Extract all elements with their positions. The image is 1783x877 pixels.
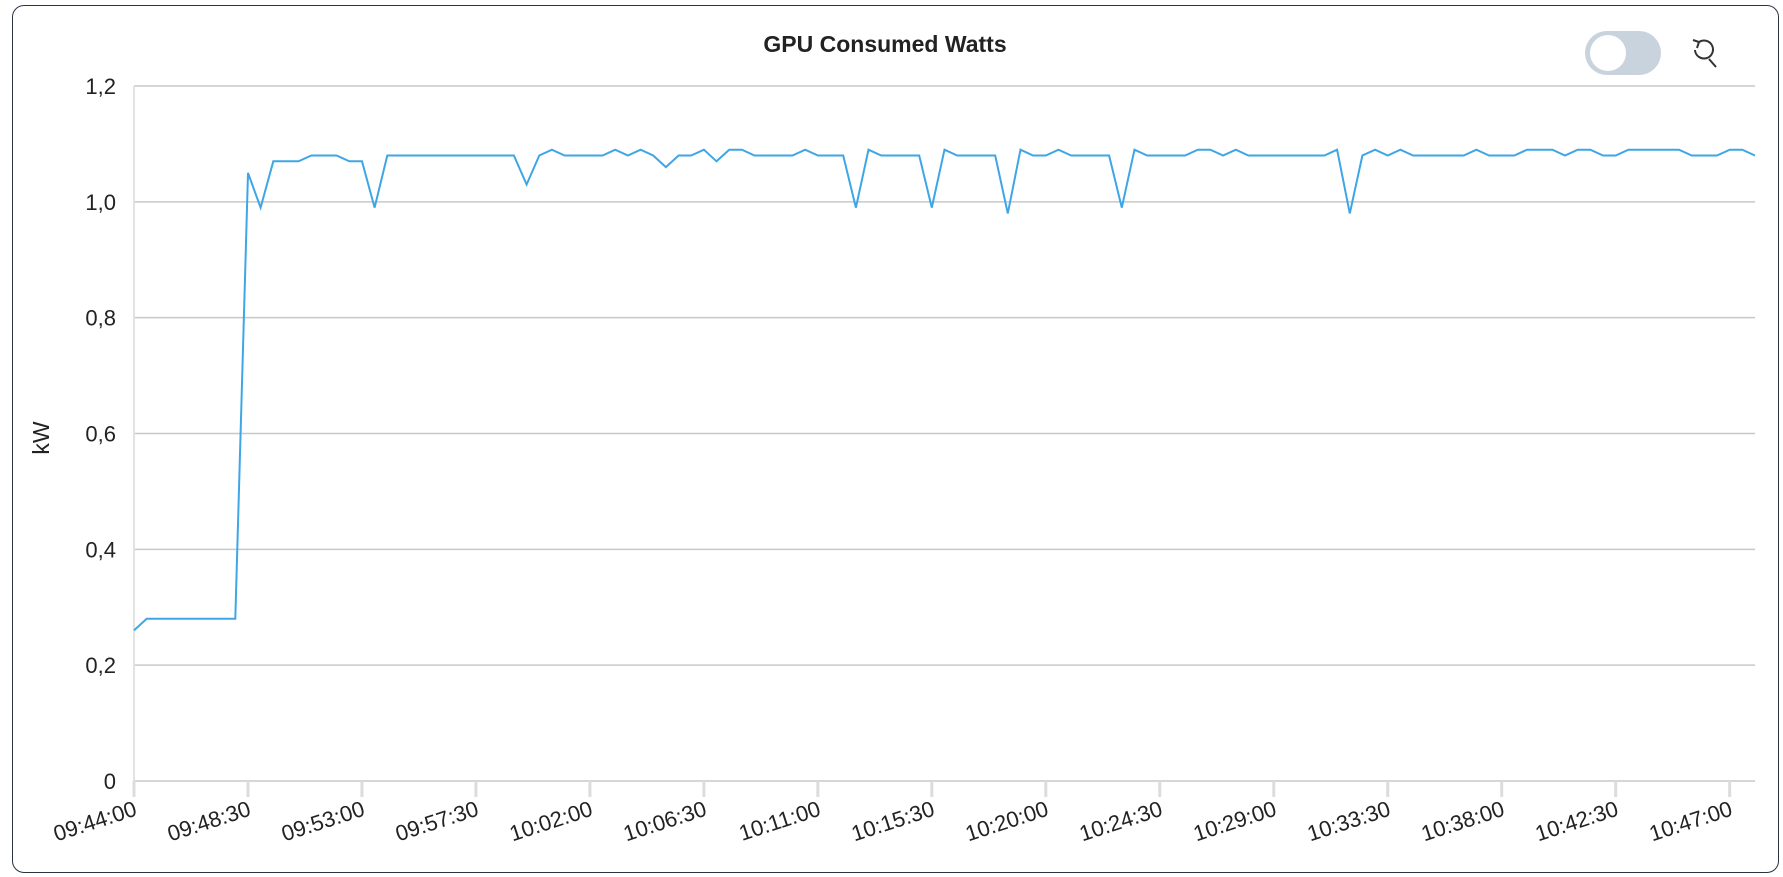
reset-arrow[interactable]	[1692, 39, 1701, 49]
y-tick-label: 1,0	[85, 190, 116, 215]
x-tick-label: 10:47:00	[1646, 796, 1735, 846]
x-tick-label: 09:44:00	[50, 796, 139, 846]
chart-panel: GPU Consumed Watts kW 0 0,2 0,4 0,6 0,8 1,0 1,…	[12, 5, 1779, 873]
chart: GPU Consumed Watts kW 0 0,2 0,4 0,6 0,8 1,0 1,…	[28, 31, 1756, 846]
x-tick-label: 09:48:30	[164, 796, 253, 846]
toggle-knob[interactable]	[1590, 35, 1626, 71]
x-tick-label: 10:02:00	[506, 796, 595, 846]
toggle[interactable]	[1585, 31, 1661, 75]
x-tick-label: 10:33:30	[1304, 796, 1393, 846]
y-tick-label: 0,6	[85, 422, 116, 447]
reset-icon[interactable]	[1694, 39, 1714, 60]
y-axis-label: kW	[28, 421, 54, 455]
x-tick-label: 09:53:00	[278, 796, 367, 846]
y-tick-label: 0,2	[85, 653, 116, 678]
x-tick-label: 10:24:30	[1076, 796, 1165, 846]
x-tick-label: 10:15:30	[848, 796, 937, 846]
x-tick-label: 10:20:00	[962, 796, 1051, 846]
x-tick-label: 09:57:30	[392, 796, 481, 846]
x-tick-label: 10:29:00	[1190, 796, 1279, 846]
reset-zoom[interactable]	[1692, 39, 1717, 68]
reset-handle[interactable]	[1708, 58, 1717, 68]
y-tick-label: 0,8	[85, 306, 116, 331]
line-series	[133, 148, 1756, 632]
y-tick-label: 1,2	[85, 74, 116, 99]
y-tick-label: 0	[104, 769, 116, 794]
y-tick-label: 0,4	[85, 537, 116, 562]
x-tick-label: 10:06:30	[620, 796, 709, 846]
x-tick-label: 10:11:00	[736, 796, 824, 846]
x-tick-label: 10:38:00	[1418, 796, 1507, 846]
chart-title: GPU Consumed Watts	[763, 31, 1006, 57]
x-tick-label: 10:42:30	[1532, 796, 1621, 846]
